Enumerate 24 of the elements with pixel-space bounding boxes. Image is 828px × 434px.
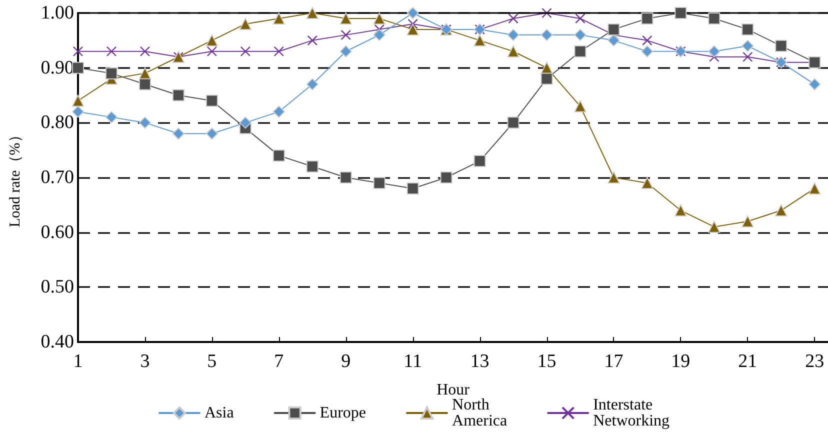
x-tick-label: 19 (671, 351, 690, 372)
y-tick-label: 0.80 (40, 112, 74, 134)
x-tick-label: 13 (470, 351, 490, 372)
y-tick-label: 0.40 (40, 332, 74, 352)
y-tick-label: 0.60 (40, 222, 74, 243)
x-tick-label: 15 (537, 351, 556, 372)
x-tick-label: 23 (805, 351, 824, 372)
x-tick-label: 11 (404, 351, 422, 372)
legend-label: North America (452, 396, 508, 430)
x-tick-label: 21 (738, 351, 758, 372)
y-tick-label: 0.70 (40, 167, 74, 188)
x-axis-title: Hour (436, 382, 470, 398)
x-tick-label: 3 (140, 351, 150, 372)
x-tick-label: 9 (341, 351, 351, 372)
x-tick-label: 7 (274, 351, 284, 372)
x-tick-label: 5 (207, 351, 217, 372)
x-tick-label: 1 (73, 351, 83, 372)
y-axis-title: Load rate（%） (8, 128, 24, 228)
legend-label: Asia (204, 404, 234, 422)
legend-label: Interstate Networking (593, 396, 670, 430)
y-tick-label: 1.00 (40, 2, 74, 24)
x-tick-label: 17 (604, 351, 624, 372)
legend-label: Europe (320, 404, 366, 422)
y-tick-label: 0.50 (40, 276, 74, 298)
